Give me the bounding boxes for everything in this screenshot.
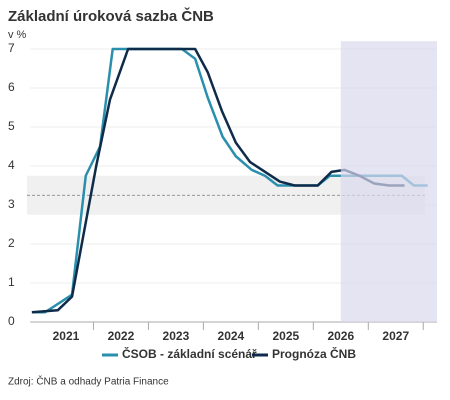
x-tick-label: 2021 [53, 329, 80, 343]
y-tick-label: 4 [8, 158, 15, 172]
x-tick-label: 2024 [218, 329, 245, 343]
x-tick-label: 2023 [163, 329, 190, 343]
x-tick-label: 2022 [108, 329, 135, 343]
source: Zdroj: ČNB a odhady Patria Finance [8, 375, 169, 388]
y-tick-label: 1 [8, 275, 15, 289]
y-tick-label: 2 [8, 236, 15, 250]
y-tick-label: 3 [8, 197, 15, 211]
legend-label: ČSOB - základní scénář [122, 346, 257, 361]
y-tick-label: 5 [8, 119, 15, 133]
line [31, 47, 428, 314]
y-tick-label: 0 [8, 314, 15, 328]
y-unit: v % [8, 29, 27, 41]
forecast-shade [340, 41, 437, 322]
x-tick-label: 2026 [327, 329, 354, 343]
y-tick-label: 7 [8, 41, 15, 55]
legend-label: Prognóza ČNB [272, 346, 356, 361]
chart-title: Základní úroková sazba ČNB [8, 7, 214, 25]
x-tick-label: 2025 [272, 329, 299, 343]
x-tick-label: 2027 [382, 329, 409, 343]
y-tick-label: 6 [8, 80, 15, 94]
